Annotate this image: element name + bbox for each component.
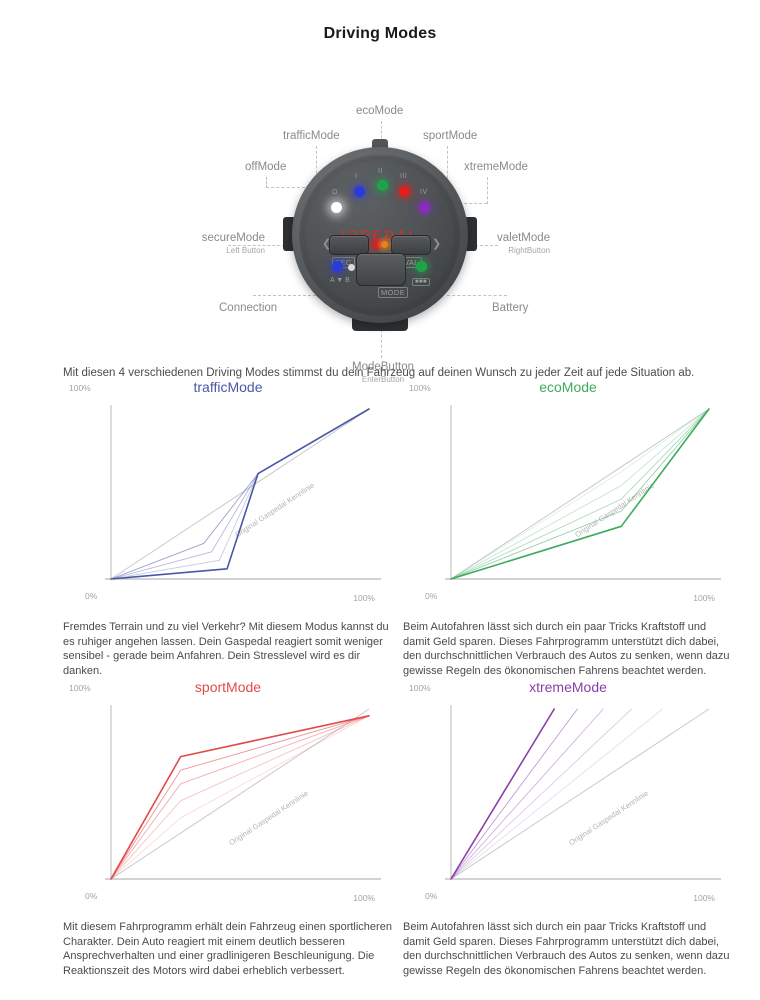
- x-axis-max-label-traffic: 100%: [353, 593, 375, 603]
- y-axis-max-label-sport: 100%: [69, 683, 91, 693]
- device-face: O I II III IV IOPEDAL ❮ ❯ SEC VAL MO: [306, 161, 454, 309]
- leader-battery: [447, 295, 507, 296]
- chart-title-xtreme: xtremeMode: [529, 679, 607, 695]
- connection-secondary-led: [348, 264, 355, 271]
- ab-switch-label: A ▼ B: [330, 277, 350, 284]
- callout-valet-mode-label: valetMode: [497, 232, 551, 244]
- y-axis-max-label-traffic: 100%: [69, 383, 91, 393]
- intro-paragraph: Mit diesen 4 verschiedenen Driving Modes…: [63, 366, 695, 379]
- chart-title-eco: ecoMode: [539, 379, 597, 395]
- mode-button[interactable]: [356, 253, 406, 286]
- chart-svg-xtreme: Original Gaspedal Kennlinie: [445, 705, 721, 880]
- leader-connection: [253, 295, 321, 296]
- leader-xtreme-v: [487, 177, 488, 204]
- led-sport-mode: [399, 186, 410, 197]
- callout-mode-button-sub: EnterButton: [361, 375, 405, 385]
- chart-xtreme: xtremeMode 100% 0% 100% Original Gaspeda…: [403, 675, 733, 903]
- leader-traffic-v: [316, 146, 317, 188]
- callout-secure-mode: secureMode Left Button: [175, 232, 265, 255]
- leader-valet: [470, 245, 498, 246]
- led-xtreme-mode: [419, 202, 430, 213]
- callout-battery: Battery: [492, 302, 529, 314]
- x-axis-min-label-traffic: 0%: [85, 591, 98, 601]
- chart-title-traffic: trafficMode: [193, 379, 263, 395]
- led-label-four: IV: [420, 189, 428, 196]
- leader-off-v: [266, 177, 267, 188]
- x-axis-min-label-eco: 0%: [425, 591, 438, 601]
- mode-description-sport: Mit diesem Fahrprogramm erhält dein Fahr…: [63, 921, 392, 977]
- mode-card-xtreme: xtremeMode 100% 0% 100% Original Gaspeda…: [403, 675, 733, 977]
- callout-traffic-mode: trafficMode: [283, 130, 340, 142]
- callout-off-mode: offMode: [245, 161, 287, 173]
- device-diagram: ecoMode trafficMode sportMode offMode xt…: [0, 43, 760, 384]
- led-label-three: III: [400, 173, 408, 180]
- connection-led: [332, 261, 343, 272]
- x-axis-max-label-eco: 100%: [693, 593, 715, 603]
- callout-secure-mode-sub: Left Button: [226, 246, 265, 256]
- valet-indicator-led: [381, 241, 388, 248]
- callout-valet-mode: valetMode RightButton: [497, 232, 550, 255]
- mode-card-sport: sportMode 100% 0% 100% Original Gaspedal…: [63, 675, 393, 977]
- callout-xtreme-mode: xtremeMode: [464, 161, 528, 173]
- callout-secure-mode-label: secureMode: [201, 232, 265, 244]
- chart-title-sport: sportMode: [194, 679, 262, 695]
- battery-icon: ■■■: [412, 278, 431, 286]
- callout-valet-mode-sub: RightButton: [508, 246, 551, 256]
- mode-button-tag: MODE: [378, 287, 409, 298]
- iopedal-device: O I II III IV IOPEDAL ❮ ❯ SEC VAL MO: [283, 139, 477, 331]
- led-traffic-mode: [354, 186, 365, 197]
- mode-card-traffic: trafficMode 100% 0% 100% Original Gasped…: [63, 375, 393, 677]
- mode-description-traffic: Fremdes Terrain und zu viel Verkehr? Mit…: [63, 621, 389, 677]
- y-axis-max-label-xtreme: 100%: [409, 683, 431, 693]
- chart-svg-sport: Original Gaspedal Kennlinie: [105, 705, 381, 880]
- secure-button[interactable]: [329, 235, 369, 255]
- led-eco-mode: [377, 180, 388, 191]
- led-off-mode: [331, 202, 342, 213]
- callout-sport-mode: sportMode: [423, 130, 478, 142]
- valet-button[interactable]: [391, 235, 431, 255]
- chart-sport: sportMode 100% 0% 100% Original Gaspedal…: [63, 675, 393, 903]
- page-title: Driving Modes: [323, 25, 437, 42]
- x-axis-min-label-xtreme: 0%: [425, 891, 438, 901]
- chart-svg-traffic: Original Gaspedal Kennlinie: [105, 405, 381, 580]
- battery-led: [416, 261, 427, 272]
- mode-description-eco: Beim Autofahren lässt sich durch ein paa…: [403, 621, 730, 677]
- x-axis-max-label-xtreme: 100%: [693, 893, 715, 903]
- mode-description-xtreme: Beim Autofahren lässt sich durch ein paa…: [403, 921, 730, 977]
- svg-text:Original Gaspedal Kennlinie: Original Gaspedal Kennlinie: [227, 789, 310, 848]
- led-label-two: II: [378, 168, 383, 175]
- leader-sport-v: [447, 146, 448, 188]
- svg-text:Original Gaspedal Kennlinie: Original Gaspedal Kennlinie: [567, 789, 650, 848]
- leader-secure: [228, 245, 290, 246]
- x-axis-min-label-sport: 0%: [85, 891, 98, 901]
- chart-eco: ecoMode 100% 0% 100% Original Gaspedal K…: [403, 375, 733, 603]
- leader-off-h: [266, 187, 336, 188]
- chart-traffic: trafficMode 100% 0% 100% Original Gasped…: [63, 375, 393, 603]
- callout-mode-button: ModeButton EnterButton: [352, 361, 414, 384]
- chevron-left-icon: ❮: [322, 238, 332, 250]
- callout-mode-button-label: ModeButton: [352, 361, 415, 373]
- y-axis-max-label-eco: 100%: [409, 383, 431, 393]
- led-label-one: I: [355, 173, 358, 180]
- led-label-off: O: [332, 189, 338, 196]
- x-axis-max-label-sport: 100%: [353, 893, 375, 903]
- mode-card-eco: ecoMode 100% 0% 100% Original Gaspedal K…: [403, 375, 733, 677]
- callout-connection: Connection: [219, 302, 278, 314]
- callout-eco-mode: ecoMode: [356, 105, 404, 117]
- chart-svg-eco: Original Gaspedal Kennlinie: [445, 405, 721, 580]
- chevron-right-icon: ❯: [432, 238, 442, 250]
- secure-indicator-led: [373, 241, 380, 248]
